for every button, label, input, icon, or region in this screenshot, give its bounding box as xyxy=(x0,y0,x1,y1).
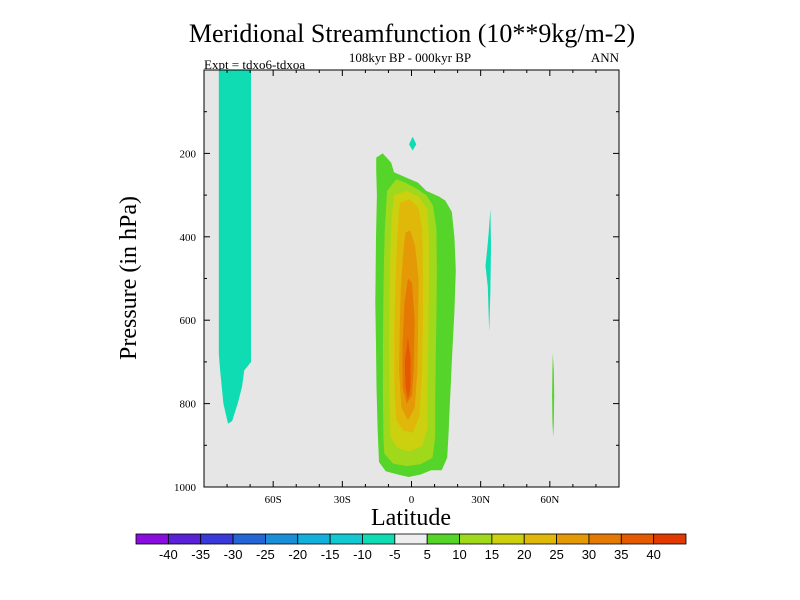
colorbar-swatch xyxy=(232,533,266,545)
contour-regions xyxy=(218,70,555,477)
colorbar-label: -35 xyxy=(191,547,210,562)
y-axis-label: Pressure (in hPa) xyxy=(116,196,142,360)
axis-ticks: 60S 30S 0 30N 60N 200 400 600 800 1000 xyxy=(174,70,619,506)
colorbar-swatch xyxy=(523,533,557,545)
colorbar-label: 35 xyxy=(614,547,628,562)
experiment-label: Expt = tdxo6-tdxoa xyxy=(204,57,305,72)
chart-subtitle: 108kyr BP - 000kyr BP xyxy=(349,50,471,65)
x-tick-label: 60S xyxy=(265,494,282,506)
nh-negative-sliver xyxy=(485,208,491,332)
sh-negative-cell xyxy=(218,70,251,424)
colorbar-swatch xyxy=(200,533,234,545)
nh60-positive-sliver xyxy=(552,353,555,437)
x-tick-label: 60N xyxy=(540,494,559,506)
colorbar-label: -10 xyxy=(353,547,372,562)
y-tick-label: 200 xyxy=(180,148,197,160)
y-tick-label: 600 xyxy=(180,315,197,327)
colorbar-label: 25 xyxy=(549,547,563,562)
colorbar-swatch xyxy=(394,533,428,545)
x-axis-label: Latitude xyxy=(371,505,451,531)
y-tick-label: 800 xyxy=(180,399,197,411)
colorbar-label: 5 xyxy=(424,547,431,562)
colorbar-swatch xyxy=(459,533,493,545)
colorbar-swatch xyxy=(620,533,655,545)
chart-title: Meridional Streamfunction (10**9kg/m-2) xyxy=(189,19,635,48)
upper-negative-blob xyxy=(409,136,417,151)
colorbar-swatch xyxy=(556,533,590,545)
colorbar-label: 40 xyxy=(646,547,660,562)
colorbar-swatch xyxy=(135,533,169,545)
colorbar: -40 -35 -30 -25 -20 -15 -10 -5 5 10 15 20 25 30 35 40 xyxy=(135,533,687,562)
x-tick-label: 30S xyxy=(334,494,351,506)
colorbar-swatch xyxy=(265,533,299,545)
colorbar-label: -5 xyxy=(389,547,401,562)
colorbar-swatch xyxy=(588,533,622,545)
y-tick-label: 1000 xyxy=(174,482,197,494)
main-cell-35 xyxy=(404,336,411,400)
colorbar-label: 15 xyxy=(485,547,499,562)
x-tick-label: 30N xyxy=(471,494,490,506)
x-tick-label: 0 xyxy=(409,494,415,506)
colorbar-label: -40 xyxy=(159,547,178,562)
colorbar-label: 20 xyxy=(517,547,531,562)
colorbar-swatch xyxy=(426,533,460,545)
colorbar-label: 10 xyxy=(452,547,466,562)
colorbar-label: 30 xyxy=(582,547,596,562)
colorbar-swatch xyxy=(362,533,396,545)
colorbar-swatch xyxy=(653,533,687,545)
colorbar-swatch xyxy=(491,533,525,545)
y-tick-label: 400 xyxy=(180,232,197,244)
colorbar-label: -15 xyxy=(321,547,340,562)
season-label: ANN xyxy=(591,50,620,65)
colorbar-swatch xyxy=(329,533,363,545)
colorbar-label: -20 xyxy=(288,547,307,562)
colorbar-swatch xyxy=(297,533,331,545)
colorbar-label: -30 xyxy=(224,547,243,562)
colorbar-swatch xyxy=(167,533,202,545)
colorbar-label: -25 xyxy=(256,547,275,562)
